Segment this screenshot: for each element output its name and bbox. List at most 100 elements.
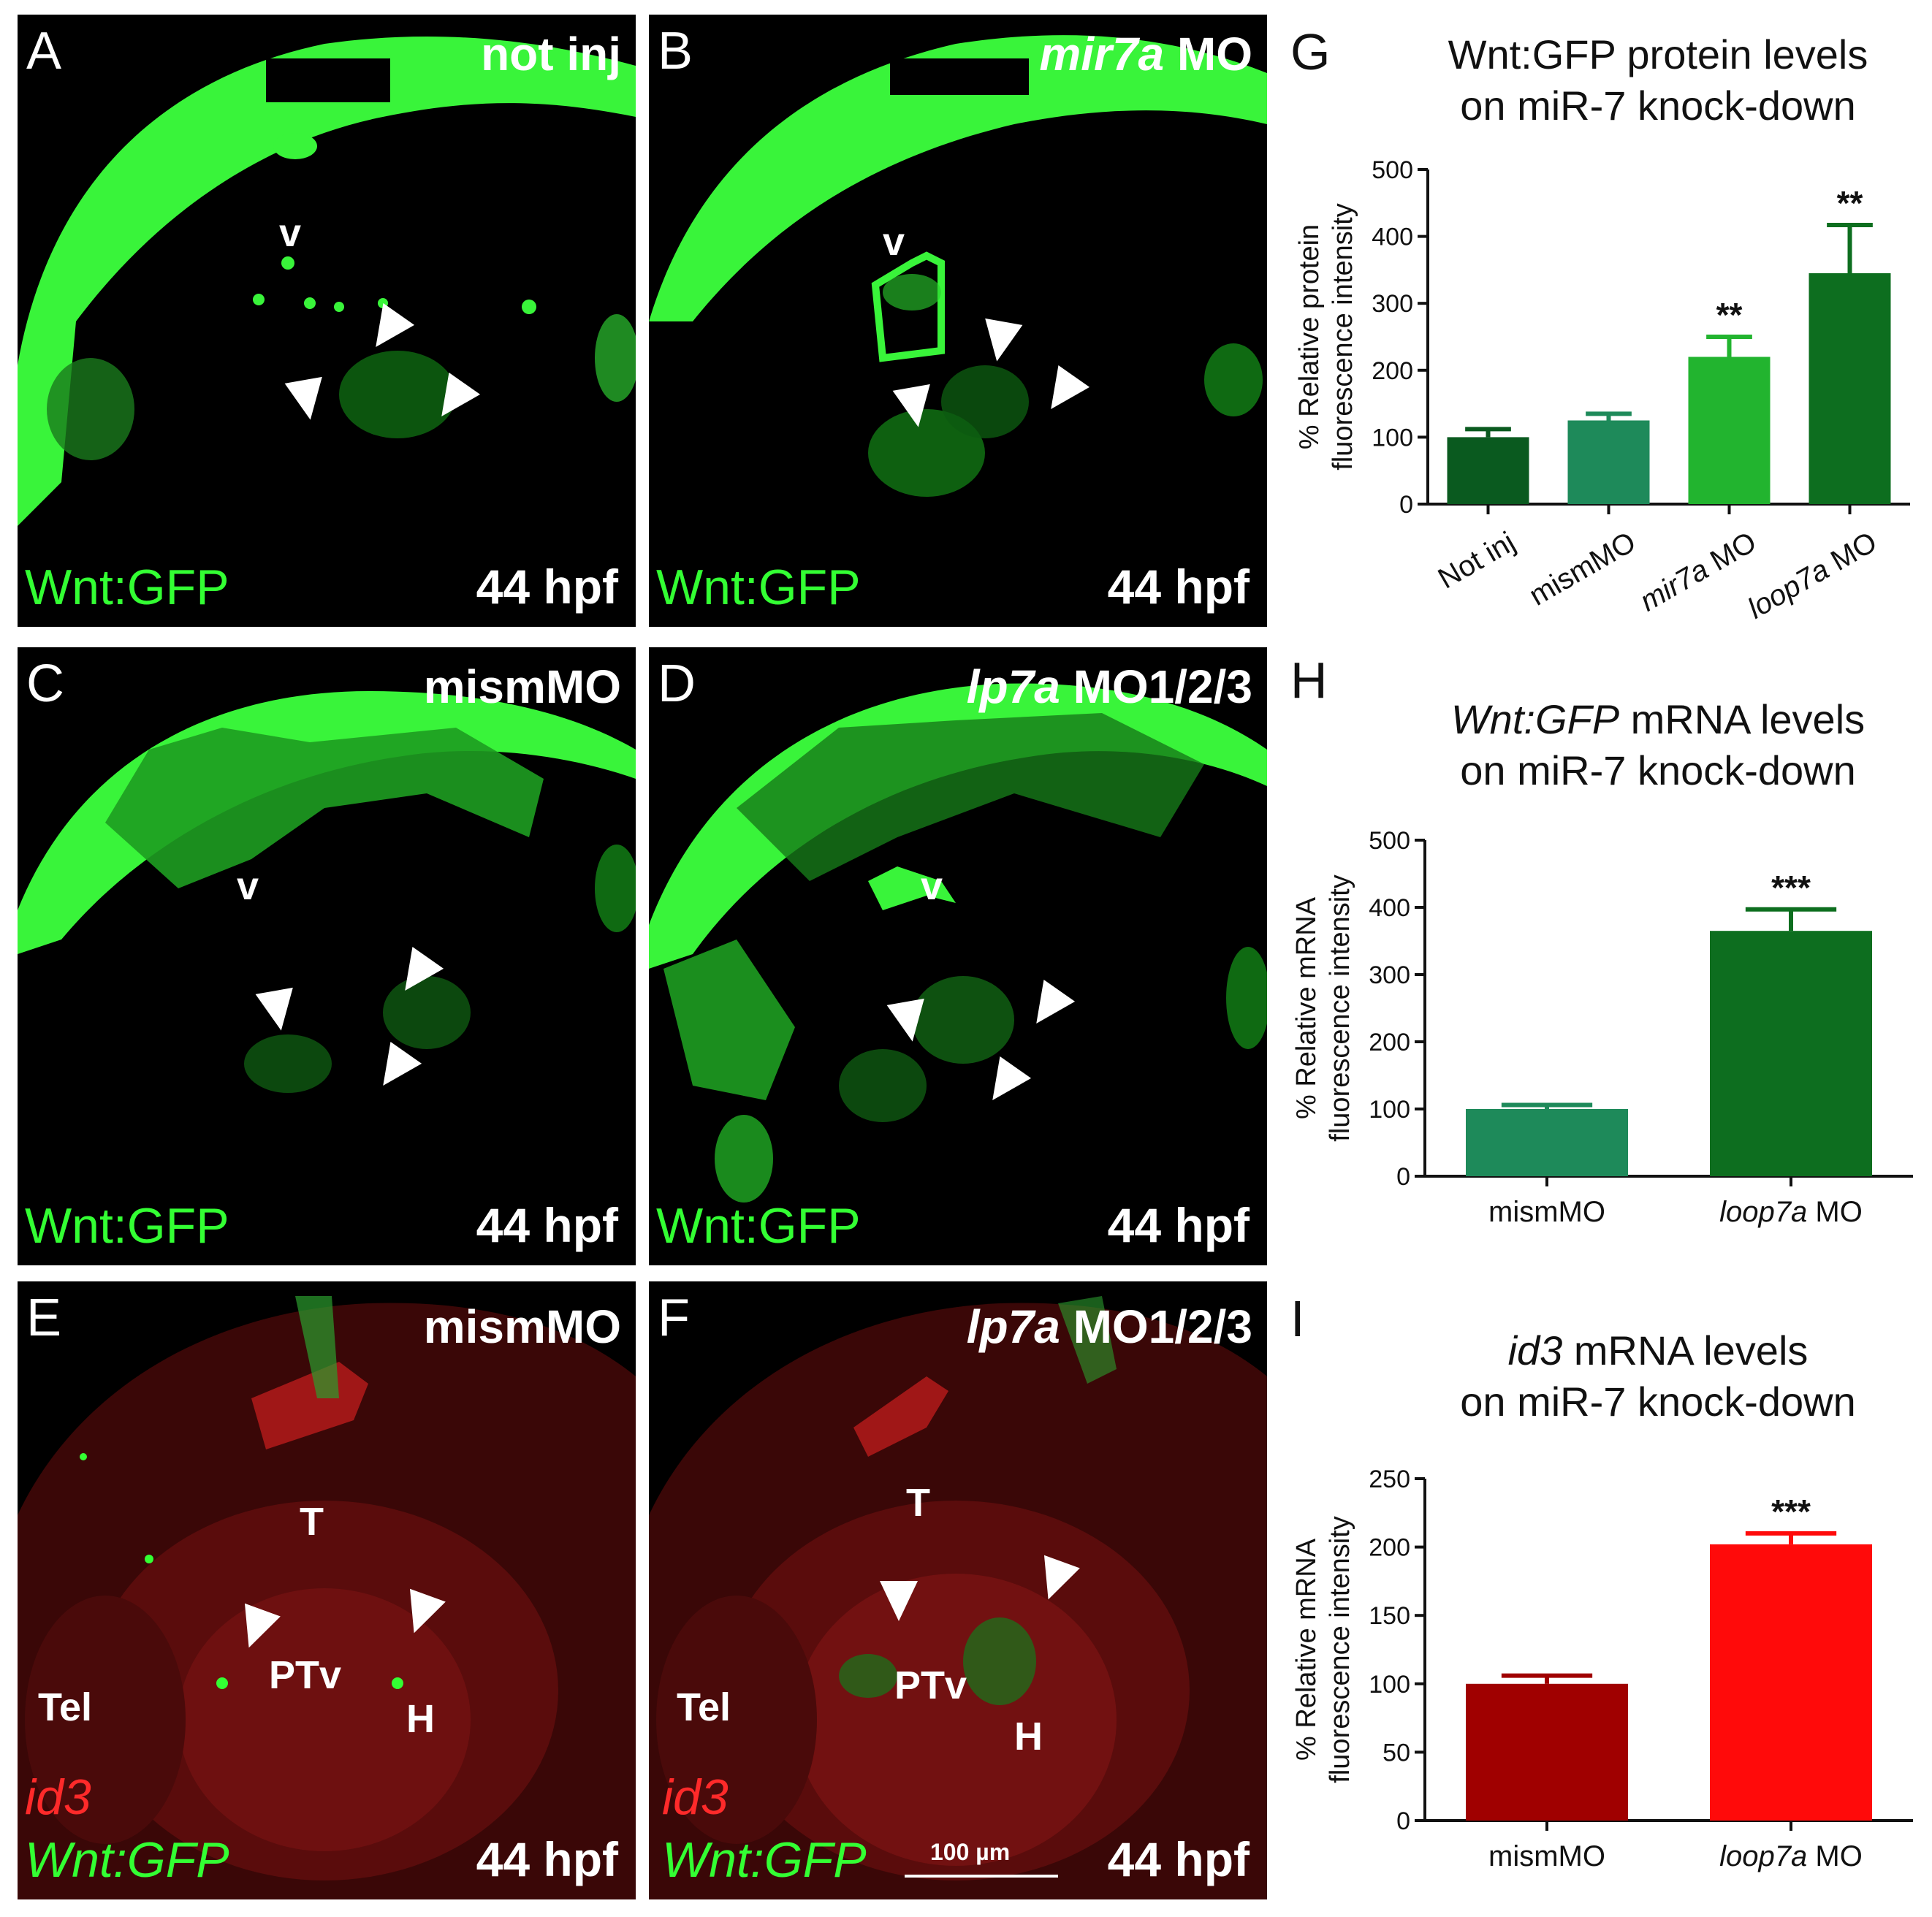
bar-chart: 0 100 200 300 400 500 % Relative protein fluore… (1294, 156, 1910, 625)
fluorescence-image (649, 683, 1267, 1203)
condition-label: mir7a MO (1039, 28, 1252, 80)
bar (1466, 1683, 1628, 1821)
age-label: 44 hpf (1107, 1198, 1250, 1252)
chart-title-line1: Wnt:GFP protein levels (1448, 31, 1868, 77)
category-label: mismMO (1488, 1840, 1605, 1872)
marker-label: Wnt:GFP (25, 1198, 229, 1254)
chart-title: Wnt:GFP protein levels on miR-7 knock-do… (1406, 29, 1910, 132)
significance-label: *** (1771, 869, 1811, 907)
bar (1710, 1544, 1872, 1821)
bar (1447, 437, 1529, 504)
marker-label-id3: id3 (25, 1769, 91, 1825)
bar (1688, 357, 1771, 504)
bar (1466, 1109, 1628, 1176)
y-tick-label: 300 (1372, 290, 1413, 318)
chart-title-line2: on miR-7 knock-down (1460, 83, 1856, 129)
panel-label: E (26, 1289, 62, 1347)
region-label-t: T (300, 1500, 324, 1544)
condition-label: lp7a MO1/2/3 (966, 1300, 1252, 1353)
y-tick-label: 300 (1369, 961, 1410, 989)
bar (1809, 273, 1891, 504)
y-axis-label-line1: % Relative mRNA (1291, 896, 1322, 1119)
y-tick-label: 0 (1396, 1807, 1410, 1835)
panel-label: H (1290, 652, 1328, 709)
chart-title-line1: Wnt:GFP mRNA levels (1450, 696, 1866, 742)
bar (1710, 931, 1872, 1176)
bar-chart: 0 50 100 150 200 250 % Relative mRNA fluorescen… (1291, 1466, 1913, 1872)
condition-label: not inj (481, 28, 621, 80)
arrowhead-icon (978, 318, 1023, 365)
panel-c-image: C mismMO v Wnt:GFP 44 hpf (18, 647, 636, 1265)
age-label: 44 hpf (476, 560, 618, 614)
y-tick-label: 100 (1369, 1671, 1410, 1699)
age-label: 44 hpf (1107, 1832, 1250, 1886)
marker-label: Wnt:GFP (25, 560, 229, 615)
region-label-h: H (1014, 1715, 1043, 1758)
region-label-tel: Tel (38, 1685, 93, 1729)
condition-label: mismMO (423, 660, 621, 713)
significance-label: ** (1716, 296, 1743, 334)
chart-h: H Wnt:GFP mRNA levels on miR-7 knock-dow… (1282, 643, 1925, 1257)
marker-label: Wnt:GFP (656, 1198, 861, 1254)
significance-label: ** (1837, 184, 1863, 222)
arrowhead-icon (880, 1581, 918, 1621)
chart-i: I id3 mRNA levels on miR-7 knock-down 0 5… (1282, 1281, 1925, 1902)
y-tick-label: 0 (1396, 1163, 1410, 1191)
panel-b-image: B mir7a MO v Wnt:GFP 44 hpf (649, 15, 1267, 627)
y-axis-label-line2: fluorescence intensity (1325, 874, 1355, 1141)
chart-title-line2: on miR-7 knock-down (1460, 747, 1856, 793)
region-label-ptv: PTv (894, 1663, 967, 1707)
y-axis-label-line2: fluorescence intensity (1328, 203, 1358, 470)
y-tick-label: 100 (1372, 424, 1413, 451)
y-tick-label: 200 (1369, 1029, 1410, 1056)
y-tick-label: 500 (1372, 156, 1413, 184)
y-tick-label: 200 (1369, 1534, 1410, 1562)
category-label: loop7a MO (1743, 526, 1882, 625)
arrowhead-icon (284, 376, 330, 424)
chart-g: G Wnt:GFP protein levels on miR-7 knock-… (1282, 15, 1925, 628)
y-axis-label-line1: % Relative mRNA (1291, 1538, 1322, 1761)
ventricle-label: v (921, 864, 943, 908)
chart-title-line2: on miR-7 knock-down (1460, 1379, 1856, 1425)
panel-label: C (26, 655, 64, 713)
y-tick-label: 250 (1369, 1466, 1410, 1493)
fluorescence-image (649, 1296, 1267, 1899)
y-axis-label-line1: % Relative protein (1294, 224, 1325, 449)
category-label: mismMO (1488, 1196, 1605, 1228)
y-axis-label-line2: fluorescence intensity (1325, 1516, 1355, 1783)
fluorescence-image (649, 35, 1267, 497)
panel-label: F (658, 1289, 690, 1347)
y-tick-label: 50 (1383, 1739, 1410, 1767)
category-label: mismMO (1524, 526, 1641, 612)
ventricle-label: v (883, 220, 905, 264)
category-label: loop7a MO (1719, 1196, 1863, 1228)
marker-label-gfp: Wnt:GFP (662, 1832, 867, 1888)
age-label: 44 hpf (476, 1198, 618, 1252)
chart-title: id3 mRNA levels on miR-7 knock-down (1406, 1325, 1910, 1428)
panel-e-image: E mismMO T PTv H Tel id3 Wnt:GFP 44 hpf (18, 1281, 636, 1899)
scale-bar-label: 100 µm (930, 1839, 1011, 1865)
y-tick-label: 400 (1369, 894, 1410, 922)
arrowhead-icon (892, 384, 938, 431)
y-tick-label: 0 (1399, 491, 1413, 519)
region-label-t: T (906, 1481, 930, 1525)
y-tick-label: 100 (1369, 1096, 1410, 1124)
y-tick-label: 200 (1372, 357, 1413, 385)
marker-label: Wnt:GFP (656, 560, 861, 615)
ventricle-label: v (279, 211, 302, 255)
panel-label: D (658, 655, 696, 713)
scale-bar (905, 1875, 1058, 1878)
panel-a-image: A not inj v Wnt:GFP 44 hpf (18, 15, 636, 627)
panel-label: B (658, 22, 693, 80)
significance-label: *** (1771, 1493, 1811, 1531)
arrowhead-icon (255, 987, 300, 1034)
age-label: 44 hpf (1107, 560, 1250, 614)
panel-label: A (26, 22, 62, 80)
y-tick-label: 150 (1369, 1602, 1410, 1630)
chart-title: Wnt:GFP mRNA levels on miR-7 knock-down (1406, 694, 1910, 796)
panel-label: I (1290, 1290, 1305, 1347)
condition-label: lp7a MO1/2/3 (966, 660, 1252, 713)
region-label-tel: Tel (677, 1685, 731, 1729)
panel-label: G (1290, 23, 1331, 80)
marker-label-gfp: Wnt:GFP (25, 1832, 229, 1888)
